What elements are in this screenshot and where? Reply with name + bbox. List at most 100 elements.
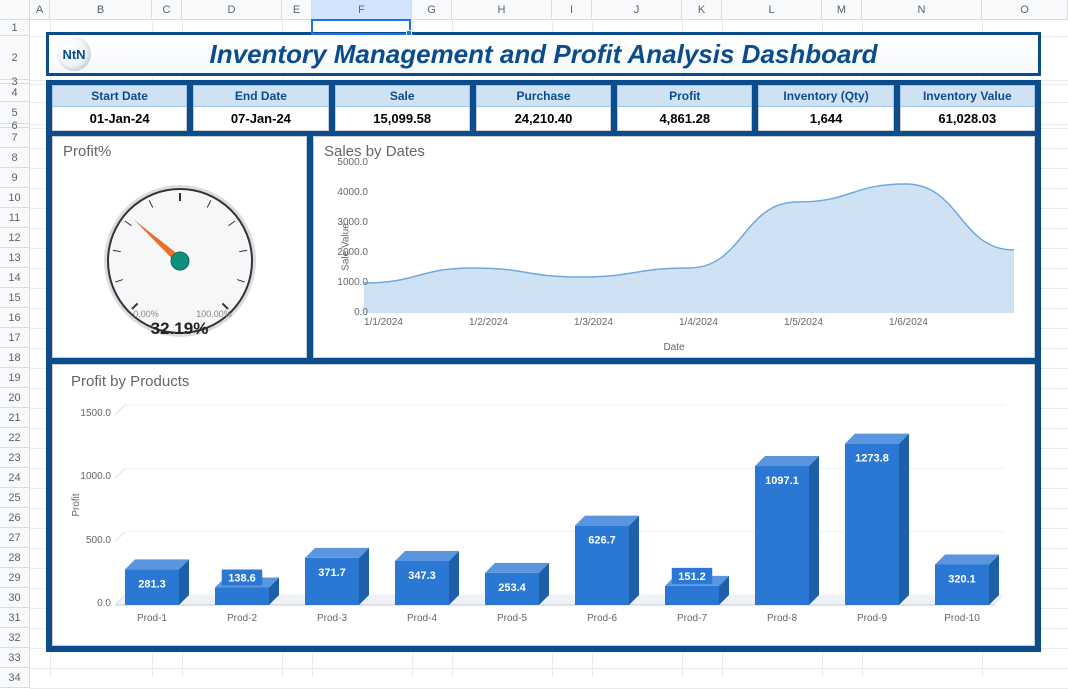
row-header-20[interactable]: 20 <box>0 388 29 408</box>
sales-by-dates-card: Sales by Dates Sale Value Date 0.01000.0… <box>313 136 1035 358</box>
kpi-value: 61,028.03 <box>900 107 1035 131</box>
row-header-1[interactable]: 1 <box>0 20 29 36</box>
row-header-15[interactable]: 15 <box>0 288 29 308</box>
row-header-13[interactable]: 13 <box>0 248 29 268</box>
row-header-26[interactable]: 26 <box>0 508 29 528</box>
col-header-D[interactable]: D <box>182 0 282 19</box>
row-header-11[interactable]: 11 <box>0 208 29 228</box>
profit-xtick: Prod-7 <box>677 613 707 624</box>
gauge-title: Profit% <box>63 143 111 160</box>
col-header-G[interactable]: G <box>412 0 452 19</box>
dashboard-container: NtN Inventory Management and Profit Anal… <box>46 32 1041 652</box>
col-header-I[interactable]: I <box>552 0 592 19</box>
kpi-row: Start Date01-Jan-24End Date07-Jan-24Sale… <box>46 80 1041 136</box>
col-header-F[interactable]: F <box>312 0 412 19</box>
svg-text:100.00%: 100.00% <box>196 309 232 319</box>
row-header-29[interactable]: 29 <box>0 568 29 588</box>
kpi-value: 15,099.58 <box>335 107 470 131</box>
sales-xtick: 1/2/2024 <box>469 317 508 328</box>
col-header-N[interactable]: N <box>862 0 982 19</box>
kpi-value: 01-Jan-24 <box>52 107 187 131</box>
row-header-28[interactable]: 28 <box>0 548 29 568</box>
row-header-31[interactable]: 31 <box>0 608 29 628</box>
profit-ytick: 1500.0 <box>71 408 111 419</box>
row-header-9[interactable]: 9 <box>0 168 29 188</box>
sales-ytick: 5000.0 <box>336 157 368 168</box>
svg-text:281.3: 281.3 <box>138 578 166 590</box>
svg-text:347.3: 347.3 <box>408 570 436 582</box>
col-header-M[interactable]: M <box>822 0 862 19</box>
kpi-label: Inventory (Qty) <box>758 85 893 107</box>
profit-xtick: Prod-2 <box>227 613 257 624</box>
profit-xtick: Prod-10 <box>944 613 980 624</box>
profit-xtick: Prod-3 <box>317 613 347 624</box>
kpi-label: Purchase <box>476 85 611 107</box>
col-header-C[interactable]: C <box>152 0 182 19</box>
profit-xtick: Prod-9 <box>857 613 887 624</box>
kpi-value: 1,644 <box>758 107 893 131</box>
col-header-K[interactable]: K <box>682 0 722 19</box>
profit-xtick: Prod-1 <box>137 613 167 624</box>
kpi-end-date: End Date07-Jan-24 <box>193 85 328 131</box>
row-header-8[interactable]: 8 <box>0 148 29 168</box>
col-header-L[interactable]: L <box>722 0 822 19</box>
row-header-14[interactable]: 14 <box>0 268 29 288</box>
sales-xtick: 1/3/2024 <box>574 317 613 328</box>
row-header-18[interactable]: 18 <box>0 348 29 368</box>
col-header-O[interactable]: O <box>982 0 1068 19</box>
spreadsheet-row-headers: 1234567891011121314151617181920212223242… <box>0 20 30 688</box>
col-header-J[interactable]: J <box>592 0 682 19</box>
spreadsheet-grid[interactable]: NtN Inventory Management and Profit Anal… <box>30 20 1068 677</box>
row-header-17[interactable]: 17 <box>0 328 29 348</box>
col-header-A[interactable]: A <box>30 0 50 19</box>
row-header-32[interactable]: 32 <box>0 628 29 648</box>
row-header-33[interactable]: 33 <box>0 648 29 668</box>
kpi-label: Inventory Value <box>900 85 1035 107</box>
row-header-24[interactable]: 24 <box>0 468 29 488</box>
sales-ytick: 3000.0 <box>336 217 368 228</box>
profit-xtick: Prod-5 <box>497 613 527 624</box>
profit-xtick: Prod-4 <box>407 613 437 624</box>
kpi-label: End Date <box>193 85 328 107</box>
sales-xtick: 1/1/2024 <box>364 317 403 328</box>
row-header-10[interactable]: 10 <box>0 188 29 208</box>
row-header-21[interactable]: 21 <box>0 408 29 428</box>
row-header-2[interactable]: 2 <box>0 36 29 80</box>
profit-xtick: Prod-8 <box>767 613 797 624</box>
row-header-16[interactable]: 16 <box>0 308 29 328</box>
logo-icon: NtN <box>57 37 91 71</box>
svg-text:320.1: 320.1 <box>948 573 976 585</box>
sales-xtick: 1/5/2024 <box>784 317 823 328</box>
kpi-value: 07-Jan-24 <box>193 107 328 131</box>
col-header-E[interactable]: E <box>282 0 312 19</box>
profit-ytick: 500.0 <box>71 535 111 546</box>
sales-xtick: 1/4/2024 <box>679 317 718 328</box>
kpi-label: Sale <box>335 85 470 107</box>
profit-by-products-card: Profit by Products Profit 281.3138.6371.… <box>52 364 1035 646</box>
row-header-7[interactable]: 7 <box>0 128 29 148</box>
row-header-23[interactable]: 23 <box>0 448 29 468</box>
row-header-22[interactable]: 22 <box>0 428 29 448</box>
row-header-12[interactable]: 12 <box>0 228 29 248</box>
col-header-H[interactable]: H <box>452 0 552 19</box>
profit-y-axis-label: Profit <box>71 493 82 516</box>
sales-ytick: 1000.0 <box>336 277 368 288</box>
select-all-cell[interactable] <box>0 0 30 19</box>
kpi-inventory-value: Inventory Value61,028.03 <box>900 85 1035 131</box>
gauge-value-label: 32.19% <box>53 319 306 339</box>
middle-row: Profit% 0.00% 100.00% 32.19% Sales by Dat… <box>46 136 1041 364</box>
row-header-19[interactable]: 19 <box>0 368 29 388</box>
row-header-27[interactable]: 27 <box>0 528 29 548</box>
row-header-25[interactable]: 25 <box>0 488 29 508</box>
sales-ytick: 2000.0 <box>336 247 368 258</box>
sales-ytick: 4000.0 <box>336 187 368 198</box>
kpi-purchase: Purchase24,210.40 <box>476 85 611 131</box>
col-header-B[interactable]: B <box>50 0 152 19</box>
gauge-chart: 0.00% 100.00% <box>90 181 270 341</box>
svg-text:0.00%: 0.00% <box>133 309 159 319</box>
svg-text:151.2: 151.2 <box>678 571 706 583</box>
row-header-30[interactable]: 30 <box>0 588 29 608</box>
sales-x-axis-label: Date <box>314 342 1034 353</box>
row-header-34[interactable]: 34 <box>0 668 29 688</box>
row-header-4[interactable]: 4 <box>0 84 29 102</box>
